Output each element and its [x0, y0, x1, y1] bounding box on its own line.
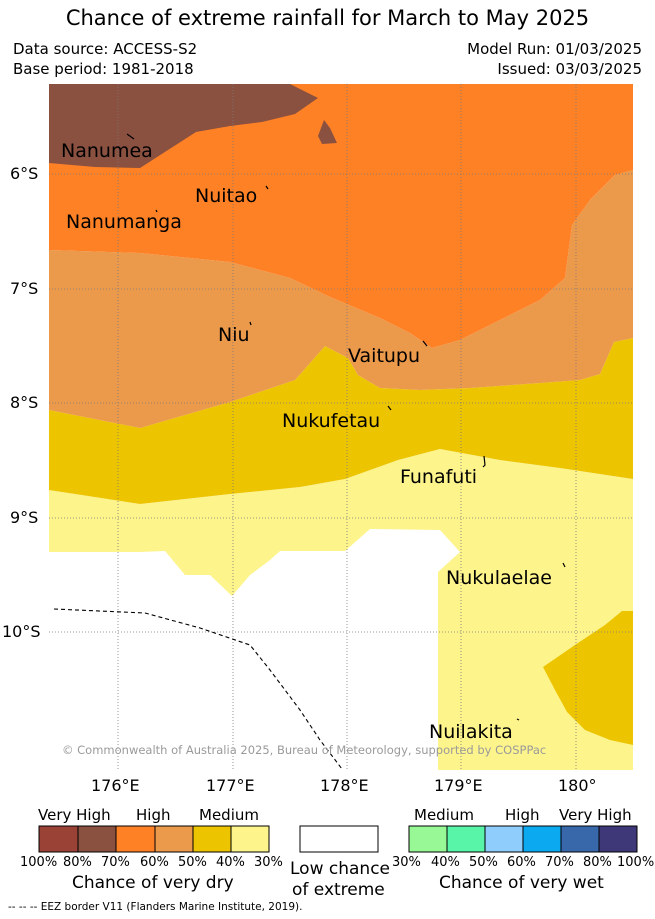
swatch-dry-70-80 [77, 825, 117, 853]
legend-wet-pct-80: 80% [583, 855, 612, 870]
lon-tick-178e: 178°E [320, 776, 369, 795]
island-mark-niu [249, 321, 252, 326]
base-period-label: Base period: 1981-2018 [13, 60, 194, 78]
island-mark-nanumea [126, 133, 135, 140]
zone-very-high-70-80-islet [318, 120, 337, 144]
island-label-nanumea: Nanumea [61, 140, 153, 162]
swatch-wet-70-80 [560, 825, 600, 853]
zone-medium-40-50 [49, 338, 633, 504]
legend-dry-swatches [38, 825, 270, 853]
swatch-wet-80-100 [598, 825, 638, 853]
legend-wet-pct-40: 40% [431, 855, 460, 870]
swatch-dry-40-50 [192, 825, 232, 853]
island-mark-nuitao [265, 185, 269, 190]
island-label-funafuti: Funafuti [400, 466, 478, 488]
legend-dry-pct-80: 80% [63, 855, 92, 870]
legend-wet-header-high: High [505, 806, 540, 824]
legend-dry-pct-50: 50% [178, 855, 207, 870]
legend-dry-pct-70: 70% [101, 855, 130, 870]
swatch-dry-60-70 [115, 825, 156, 853]
legend-wet-header-medium: Medium [414, 806, 474, 824]
swatch-wet-60-70 [522, 825, 562, 853]
lat-tick-9s: 9°S [10, 508, 39, 527]
issued-label: Issued: 03/03/2025 [497, 60, 642, 78]
island-mark-funafuti [482, 455, 486, 468]
swatch-wet-30-40 [408, 825, 448, 853]
swatch-wet-50-60 [484, 825, 524, 853]
legend-wet-header-very-high: Very High [559, 806, 632, 824]
lat-tick-10s: 10°S [2, 622, 41, 641]
island-label-niu: Niu [218, 324, 250, 346]
legend-dry-caption: Chance of very dry [72, 873, 234, 893]
eez-border-footnote: -- -- -- EEZ border V11 (Flanders Marine… [8, 901, 303, 913]
legend-dry-header-high: High [136, 806, 171, 824]
island-label-nuitao: Nuitao [195, 185, 258, 207]
lon-tick-180: 180° [558, 776, 597, 795]
legend-wet-pct-60: 60% [507, 855, 536, 870]
legend-dry-pct-40: 40% [216, 855, 245, 870]
lon-tick-179e: 179°E [434, 776, 483, 795]
zone-high-50-60 [49, 170, 633, 428]
island-mark-nukulaelae [562, 562, 566, 568]
legend-low-caption-1: Low chance [290, 859, 390, 879]
swatch-dry-50-60 [154, 825, 194, 853]
copyright-notice: © Commonwealth of Australia 2025, Bureau… [62, 743, 547, 757]
swatch-dry-80-100 [38, 825, 79, 853]
legend-dry-pct-60: 60% [140, 855, 169, 870]
zone-low-chance [49, 529, 460, 770]
legend-dry-pct-30: 30% [254, 855, 283, 870]
swatch-wet-40-50 [446, 825, 486, 853]
legend-dry-pct-100: 100% [20, 855, 58, 870]
eez-border [53, 608, 343, 770]
legend-wet-pct-30: 30% [392, 855, 421, 870]
island-label-vaitupu: Vaitupu [348, 345, 421, 367]
island-label-nanumanga: Nanumanga [66, 211, 182, 233]
legend-wet-pct-100: 100% [617, 855, 655, 870]
island-label-nukulaelae: Nukulaelae [446, 567, 552, 589]
legend-dry-header-very-high: Very High [38, 806, 111, 824]
map-title: Chance of extreme rainfall for March to … [65, 6, 590, 30]
island-mark-nukufetau [387, 405, 392, 411]
swatch-dry-30-40 [230, 825, 270, 853]
zone-high-60-70 [49, 84, 633, 348]
island-label-nuilakita: Nuilakita [429, 721, 513, 743]
data-source-label: Data source: ACCESS-S2 [13, 40, 198, 58]
lat-tick-8s: 8°S [10, 393, 39, 412]
legend-wet-caption: Chance of very wet [439, 873, 604, 893]
zone-very-high-70-80 [49, 84, 318, 168]
legend-wet-pct-50: 50% [469, 855, 498, 870]
legend-low-caption-2: of extreme [292, 880, 385, 900]
lon-tick-177e: 177°E [206, 776, 255, 795]
lat-tick-7s: 7°S [10, 279, 39, 298]
legend-wet-swatches [408, 825, 638, 853]
lon-tick-176e: 176°E [91, 776, 140, 795]
legend-dry-header-medium: Medium [199, 806, 259, 824]
lat-tick-6s: 6°S [10, 164, 39, 183]
island-mark-nuilakita [516, 718, 520, 721]
island-mark-vaitupu [422, 340, 428, 347]
island-mark-nanumanga [155, 209, 158, 213]
island-label-nukufetau: Nukufetau [282, 410, 381, 432]
swatch-low-chance [299, 825, 379, 853]
legend-wet-pct-70: 70% [545, 855, 574, 870]
model-run-label: Model Run: 01/03/2025 [467, 40, 642, 58]
zone-medium-40-50-south [543, 611, 633, 745]
